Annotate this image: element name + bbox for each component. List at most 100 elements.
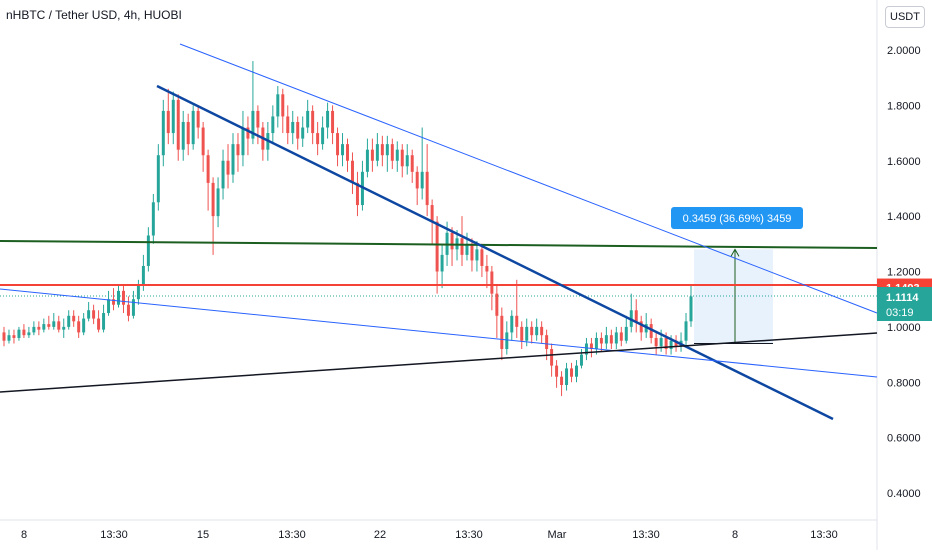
candle[interactable] [37, 321, 41, 336]
candle[interactable] [550, 343, 554, 377]
candle[interactable] [331, 105, 335, 145]
candle[interactable] [271, 105, 275, 145]
candle[interactable] [291, 110, 295, 145]
candle[interactable] [380, 135, 384, 167]
candle[interactable] [390, 138, 394, 170]
candle[interactable] [460, 216, 464, 266]
candle[interactable] [236, 133, 240, 172]
candle[interactable] [161, 99, 165, 167]
ascending-support-line[interactable] [0, 332, 878, 393]
candle[interactable] [112, 288, 116, 311]
candle[interactable] [17, 326, 21, 341]
candle[interactable] [231, 133, 235, 183]
candle[interactable] [405, 144, 409, 175]
candle[interactable] [191, 105, 195, 150]
candle[interactable] [67, 310, 71, 330]
candle[interactable] [186, 113, 190, 156]
candle[interactable] [565, 362, 569, 391]
candle[interactable] [311, 105, 315, 145]
candle[interactable] [241, 110, 245, 167]
candle[interactable] [594, 332, 598, 355]
candle[interactable] [530, 321, 534, 344]
candle[interactable] [341, 133, 345, 167]
candle[interactable] [22, 324, 26, 338]
candle[interactable] [82, 313, 86, 336]
candle[interactable] [540, 321, 544, 344]
candle[interactable] [350, 152, 354, 194]
green-resistance-line[interactable] [0, 240, 878, 249]
candle[interactable] [42, 318, 46, 333]
candle[interactable] [684, 313, 688, 347]
candle[interactable] [281, 88, 285, 134]
candle[interactable] [654, 332, 658, 355]
candle[interactable] [624, 315, 628, 344]
candle[interactable] [97, 310, 101, 333]
candle[interactable] [649, 318, 653, 344]
candle[interactable] [251, 61, 255, 145]
candle[interactable] [589, 337, 593, 358]
candle[interactable] [400, 144, 404, 178]
candle[interactable] [196, 105, 200, 139]
candle[interactable] [7, 329, 11, 344]
candle[interactable] [47, 315, 51, 330]
candle[interactable] [614, 326, 618, 350]
candle[interactable] [121, 285, 125, 314]
candle[interactable] [485, 254, 489, 289]
candle[interactable] [87, 301, 91, 322]
candle[interactable] [77, 315, 81, 338]
candle[interactable] [629, 293, 633, 333]
candle[interactable] [689, 285, 693, 327]
upper-descending-trendline[interactable] [179, 43, 878, 314]
candle[interactable] [102, 304, 106, 333]
candle[interactable] [440, 243, 444, 289]
bold-descending-trendline[interactable] [156, 84, 834, 421]
candle[interactable] [634, 299, 638, 333]
candle[interactable] [246, 116, 250, 156]
candle[interactable] [520, 321, 524, 350]
candle[interactable] [171, 91, 175, 145]
candle[interactable] [176, 94, 180, 161]
candle[interactable] [385, 135, 389, 172]
candle[interactable] [256, 105, 260, 145]
candle[interactable] [301, 116, 305, 147]
candle[interactable] [599, 332, 603, 352]
candle[interactable] [674, 335, 678, 352]
candle[interactable] [146, 227, 150, 272]
candle[interactable] [261, 121, 265, 161]
candle[interactable] [490, 265, 494, 311]
currency-unit-button[interactable]: USDT [885, 6, 925, 28]
candle[interactable] [570, 362, 574, 383]
candle[interactable] [57, 315, 61, 333]
candle[interactable] [181, 110, 185, 161]
candle[interactable] [395, 141, 399, 172]
candle[interactable] [500, 307, 504, 361]
candle[interactable] [604, 326, 608, 350]
candle[interactable] [32, 321, 36, 336]
candle[interactable] [425, 144, 429, 217]
candle[interactable] [92, 304, 96, 325]
candle[interactable] [450, 227, 454, 266]
candle[interactable] [515, 279, 519, 338]
candle[interactable] [131, 290, 135, 319]
candle[interactable] [326, 102, 330, 139]
candle[interactable] [475, 241, 479, 272]
candle[interactable] [221, 149, 225, 200]
candle[interactable] [579, 349, 583, 369]
candle[interactable] [72, 310, 76, 327]
candle[interactable] [510, 310, 514, 341]
candle[interactable] [286, 105, 290, 145]
candle[interactable] [62, 318, 66, 338]
candle[interactable] [575, 360, 578, 383]
candle[interactable] [495, 285, 499, 338]
candle[interactable] [27, 326, 31, 338]
candle[interactable] [52, 313, 56, 330]
candle[interactable] [316, 121, 320, 156]
candle[interactable] [136, 279, 140, 305]
candle[interactable] [560, 371, 564, 397]
candle[interactable] [156, 144, 160, 211]
lower-descending-trendline[interactable] [0, 288, 878, 378]
candle[interactable] [321, 116, 325, 150]
candle[interactable] [126, 296, 130, 322]
